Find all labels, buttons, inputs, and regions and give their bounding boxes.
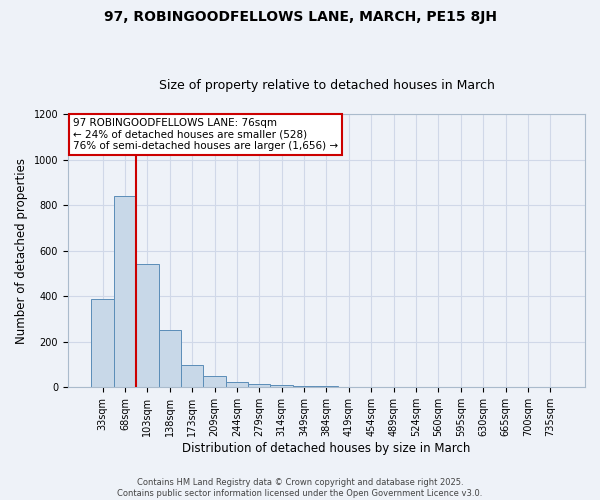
- Bar: [136, 264, 158, 388]
- Text: Contains HM Land Registry data © Crown copyright and database right 2025.
Contai: Contains HM Land Registry data © Crown c…: [118, 478, 482, 498]
- Bar: [315, 386, 338, 388]
- Bar: [181, 364, 203, 388]
- Y-axis label: Number of detached properties: Number of detached properties: [15, 158, 28, 344]
- Bar: [203, 376, 226, 388]
- Text: 97 ROBINGOODFELLOWS LANE: 76sqm
← 24% of detached houses are smaller (528)
76% o: 97 ROBINGOODFELLOWS LANE: 76sqm ← 24% of…: [73, 118, 338, 152]
- Bar: [271, 385, 293, 388]
- Bar: [226, 382, 248, 388]
- Bar: [293, 386, 315, 388]
- Bar: [114, 196, 136, 388]
- Title: Size of property relative to detached houses in March: Size of property relative to detached ho…: [158, 79, 494, 92]
- Bar: [91, 298, 114, 388]
- Text: 97, ROBINGOODFELLOWS LANE, MARCH, PE15 8JH: 97, ROBINGOODFELLOWS LANE, MARCH, PE15 8…: [104, 10, 497, 24]
- Bar: [158, 330, 181, 388]
- Bar: [248, 384, 271, 388]
- X-axis label: Distribution of detached houses by size in March: Distribution of detached houses by size …: [182, 442, 470, 455]
